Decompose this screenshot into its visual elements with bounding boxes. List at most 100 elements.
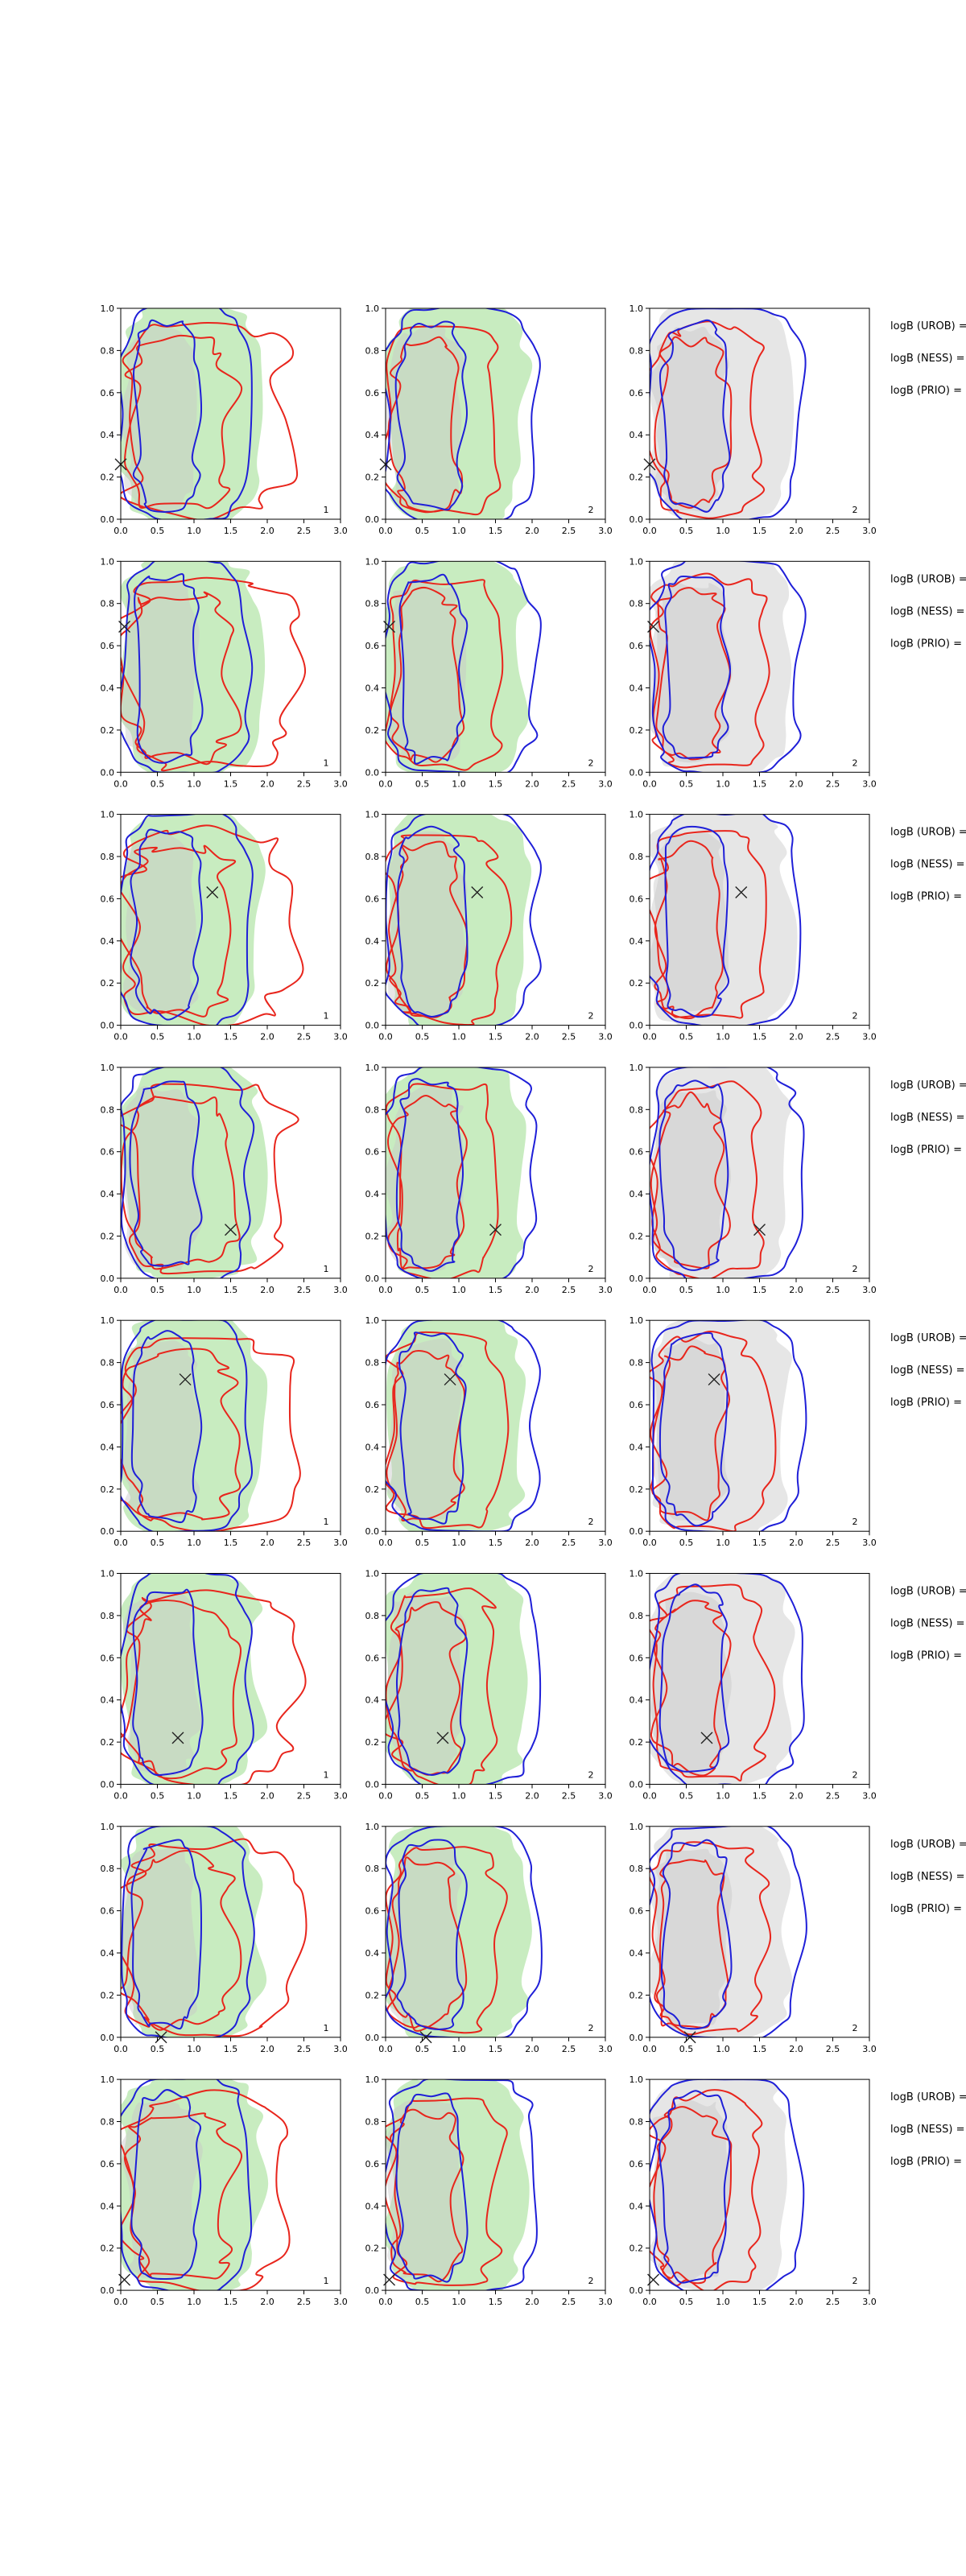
y-tick-label: 0.4 (365, 1695, 380, 1706)
x-tick-label: 1.5 (753, 778, 767, 789)
blue-contour-inner (130, 2089, 202, 2281)
y-tick-label: 0.2 (101, 473, 115, 483)
y-tick-label: 1.0 (101, 1822, 115, 1832)
true-value-marker (700, 1732, 713, 1744)
x-tick-label: 1.0 (716, 1032, 730, 1042)
red-contour-inner (654, 336, 733, 509)
panel-r8-c2: 0.0 0.5 1.0 1.5 2.0 2.5 3.0 0.0 0.2 0.4 0.6 0.8 1.0 2 (365, 2074, 613, 2307)
x-tick-label: 2.0 (260, 1285, 275, 1295)
y-tick-label: 0.6 (101, 388, 115, 398)
y-tick-label: 0.2 (101, 1990, 115, 2000)
x-tick-label: 2.5 (826, 526, 840, 536)
blue-contour-inner (398, 573, 469, 765)
true-value-marker (225, 1224, 237, 1236)
true-value-marker (171, 1732, 184, 1744)
panel-r6-c3: 0.0 0.5 1.0 1.5 2.0 2.5 3.0 0.0 0.2 0.4 0.6 0.8 1.0 2 (630, 1569, 877, 1802)
x-tick-label: 1.5 (753, 1285, 767, 1295)
x-tick-label: 2.0 (525, 1032, 539, 1042)
y-tick-label: 1.0 (101, 1063, 115, 1073)
x-tick-label: 2.0 (789, 778, 803, 789)
y-tick-label: 0.8 (101, 1864, 115, 1874)
blue-contour-outer (650, 814, 802, 1026)
y-tick-label: 0.0 (101, 2033, 115, 2043)
y-tick-label: 1.0 (101, 556, 115, 567)
red-contour-inner (386, 1601, 467, 1776)
y-tick-label: 1.0 (630, 1063, 644, 1073)
x-tick-label: 2.5 (562, 2044, 576, 2054)
prior-region (121, 1573, 268, 1785)
red-contour-inner (121, 1348, 242, 1521)
y-tick-label: 0.4 (101, 430, 115, 440)
posterior-region (121, 1845, 200, 2031)
x-tick-label: 0.5 (151, 1538, 165, 1548)
posterior-region (386, 1845, 466, 2030)
panel-r5-c3: 0.0 0.5 1.0 1.5 2.0 2.5 3.0 0.0 0.2 0.4 0.6 0.8 1.0 2 (630, 1315, 877, 1548)
blue-contour-outer (121, 1826, 255, 2037)
x-tick-label: 1.5 (224, 1538, 238, 1548)
y-tick-label: 0.4 (101, 2201, 115, 2211)
x-tick-label: 0.5 (679, 778, 694, 789)
x-tick-label: 0.5 (415, 1285, 430, 1295)
logb-label: logB (PRIO) = (890, 385, 962, 397)
x-tick-label: 0.0 (642, 1285, 657, 1295)
x-tick-label: 0.5 (151, 2297, 165, 2307)
blue-contour-inner (658, 319, 731, 513)
blue-contour-outer (121, 561, 254, 773)
true-value-marker (471, 886, 484, 899)
posterior-region (123, 1086, 204, 1270)
y-tick-label: 0.8 (365, 1104, 380, 1115)
panel-r4-c2: 0.0 0.5 1.0 1.5 2.0 2.5 3.0 0.0 0.2 0.4 0.6 0.8 1.0 2 (365, 1063, 613, 1295)
x-tick-label: 0.0 (378, 1285, 393, 1295)
x-tick-label: 0.0 (378, 2044, 393, 2054)
y-tick-label: 0.6 (365, 1400, 380, 1410)
red-contour-inner (388, 1856, 468, 2032)
x-tick-label: 3.0 (333, 526, 348, 536)
y-tick-label: 0.4 (101, 1948, 115, 1959)
red-contour-outer (386, 1587, 498, 1785)
x-tick-label: 1.5 (753, 1032, 767, 1042)
posterior-region (654, 1848, 733, 2029)
y-tick-label: 0.4 (630, 1948, 644, 1959)
y-tick-label: 0.6 (630, 2159, 644, 2169)
x-tick-label: 3.0 (598, 526, 613, 536)
x-tick-label: 0.5 (415, 2044, 430, 2054)
x-tick-label: 2.5 (297, 1538, 312, 1548)
blue-contour-outer (121, 1067, 255, 1278)
posterior-region (386, 2098, 469, 2282)
panel-r7-c3: 0.0 0.5 1.0 1.5 2.0 2.5 3.0 0.0 0.2 0.4 0.6 0.8 1.0 2 (630, 1822, 877, 2054)
x-tick-label: 1.0 (716, 778, 730, 789)
y-tick-label: 0.4 (365, 683, 380, 694)
x-tick-label: 2.0 (525, 2044, 539, 2054)
x-tick-label: 2.5 (826, 1285, 840, 1295)
panel-number: 1 (324, 1011, 329, 1022)
panel-number: 2 (852, 758, 858, 768)
posterior-region (650, 1090, 732, 1269)
blue-contour-outer (121, 814, 254, 1026)
y-tick-label: 0.0 (630, 2285, 644, 2296)
x-tick-label: 1.5 (489, 2044, 503, 2054)
panel-r2-c3: 0.0 0.5 1.0 1.5 2.0 2.5 3.0 0.0 0.2 0.4 0.6 0.8 1.0 2 (630, 556, 877, 789)
x-tick-label: 0.5 (679, 2044, 694, 2054)
panel-r6-c2: 0.0 0.5 1.0 1.5 2.0 2.5 3.0 0.0 0.2 0.4 0.6 0.8 1.0 2 (365, 1569, 613, 1802)
y-tick-label: 0.0 (101, 1021, 115, 1031)
posterior-region (121, 579, 200, 763)
x-tick-label: 2.5 (826, 1538, 840, 1548)
x-tick-label: 2.5 (297, 2044, 312, 2054)
y-tick-label: 1.0 (630, 810, 644, 820)
logb-label: logB (PRIO) = (890, 2156, 962, 2168)
red-contour-inner (650, 1091, 731, 1269)
x-tick-label: 0.5 (415, 1032, 430, 1042)
prior-region (121, 814, 266, 1026)
red-contour-inner (654, 1859, 729, 2029)
y-tick-label: 0.8 (365, 599, 380, 609)
red-contour-inner (653, 2106, 733, 2285)
x-tick-label: 2.0 (260, 778, 275, 789)
logb-label: logB (NESS) = (890, 2124, 964, 2136)
y-tick-label: 0.8 (365, 345, 380, 356)
y-tick-label: 1.0 (101, 1569, 115, 1579)
panel-number: 1 (324, 1264, 329, 1274)
y-tick-label: 0.4 (630, 936, 644, 947)
x-tick-label: 0.0 (378, 778, 393, 789)
y-tick-label: 0.8 (365, 1864, 380, 1874)
x-tick-label: 0.5 (151, 1032, 165, 1042)
